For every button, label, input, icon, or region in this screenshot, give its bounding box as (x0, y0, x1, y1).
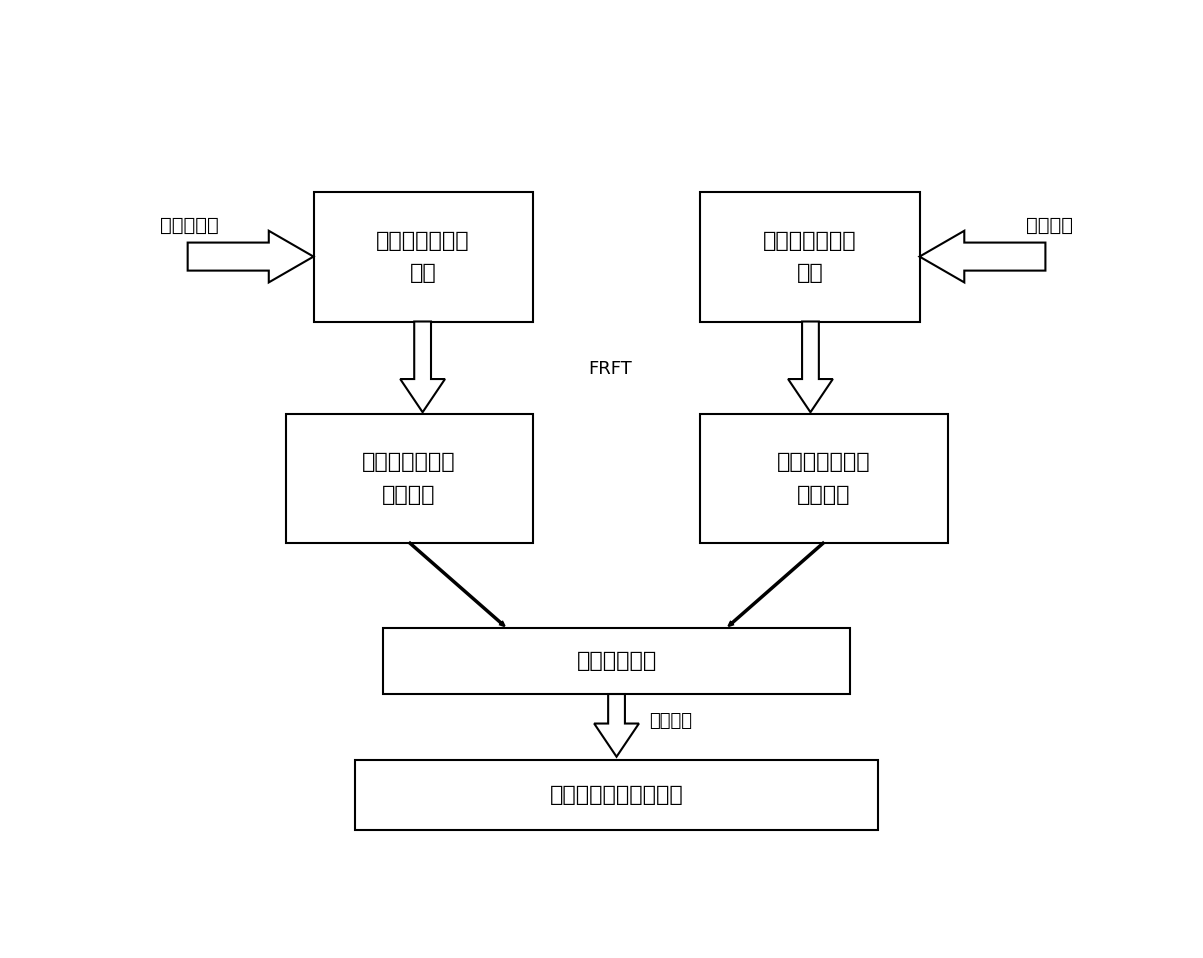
Text: 候选锂电池故障
特征数据: 候选锂电池故障 特征数据 (777, 452, 871, 505)
Bar (285, 414, 533, 543)
Bar (700, 193, 919, 322)
Polygon shape (188, 231, 314, 283)
Polygon shape (401, 322, 445, 412)
Polygon shape (788, 322, 832, 412)
Bar (384, 627, 849, 694)
Bar (356, 761, 878, 831)
Text: 高价值锂电池故障数据: 高价值锂电池故障数据 (550, 786, 683, 806)
Text: 感知生成: 感知生成 (1026, 217, 1073, 235)
Polygon shape (729, 542, 824, 627)
Text: 候选锂电池故障
数据: 候选锂电池故障 数据 (763, 231, 857, 284)
Text: 传感器采集: 传感器采集 (160, 217, 219, 235)
Text: 阈值筛选: 阈值筛选 (650, 713, 692, 730)
Polygon shape (919, 231, 1045, 283)
Polygon shape (594, 694, 639, 757)
Polygon shape (409, 542, 505, 627)
Text: 归一化互信息: 归一化互信息 (576, 650, 657, 671)
Text: 真实锂电池故障
特征数据: 真实锂电池故障 特征数据 (362, 452, 456, 505)
Bar (700, 414, 948, 543)
Text: FRFT: FRFT (588, 360, 633, 378)
Text: 真实锂电池故障
数据: 真实锂电池故障 数据 (377, 231, 470, 284)
Bar (314, 193, 533, 322)
